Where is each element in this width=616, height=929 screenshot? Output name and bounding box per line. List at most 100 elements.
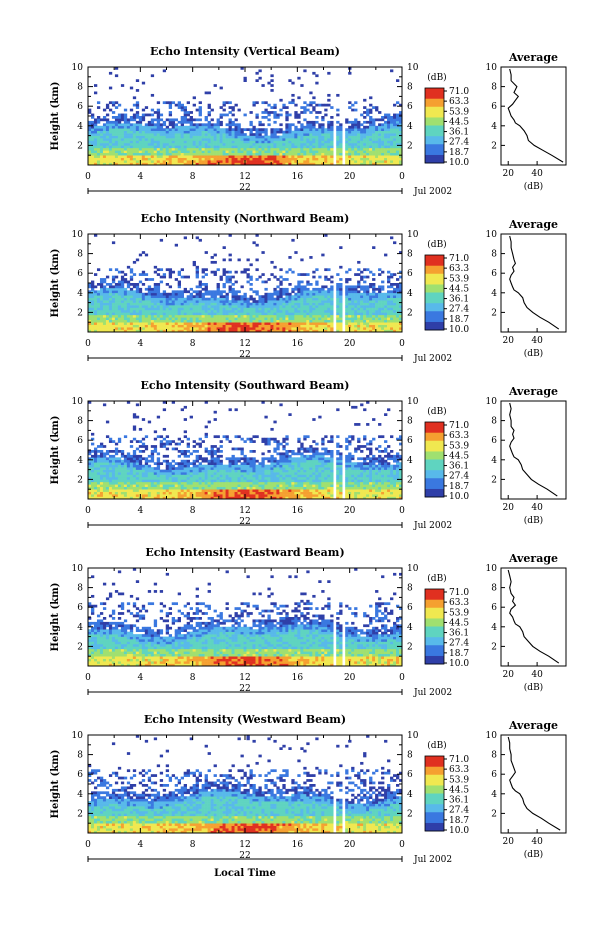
heatmap-cell (375, 305, 379, 308)
heatmap-cell (88, 305, 92, 308)
heatmap-cell (351, 329, 355, 333)
heatmap-cell (123, 125, 128, 129)
heatmap-cell (102, 322, 107, 325)
heatmap-cell (294, 322, 298, 325)
heatmap-cell (399, 118, 403, 122)
heatmap-cell (108, 152, 113, 156)
heatmap-cell (363, 157, 367, 161)
heatmap-cell (174, 317, 179, 321)
heatmap-cell (384, 140, 388, 144)
heatmap-cell (345, 280, 349, 284)
heatmap-cell (261, 138, 265, 141)
heatmap-cell (288, 312, 292, 316)
heatmap-cell (105, 140, 110, 144)
heatmap-cell (273, 162, 277, 166)
heatmap-cell (108, 329, 113, 333)
heatmap-cell (387, 128, 391, 131)
heatmap-cell (294, 145, 298, 149)
heatmap-cell (114, 292, 119, 296)
heatmap-cell (159, 484, 164, 488)
heatmap-cell (285, 287, 289, 291)
heatmap-cell (111, 290, 116, 294)
heatmap-cell (336, 305, 340, 308)
heatmap-cell (390, 297, 394, 301)
heatmap-cell (384, 309, 388, 313)
heatmap-cell (390, 152, 394, 156)
heatmap-cell (192, 125, 196, 129)
heatmap-cell (117, 113, 122, 117)
heatmap-cell (393, 145, 397, 149)
heatmap-cell (252, 319, 256, 323)
heatmap-cell (396, 113, 400, 117)
heatmap-cell (159, 297, 164, 301)
heatmap-cell (330, 152, 334, 156)
heatmap-cell (315, 142, 319, 146)
heatmap-cell (372, 133, 376, 136)
heatmap-cell (231, 314, 235, 318)
heatmap-cell (261, 273, 265, 276)
heatmap-cell (159, 300, 164, 303)
heatmap-cell (282, 322, 286, 325)
heatmap-cell (168, 462, 173, 465)
heatmap-cell (105, 314, 110, 318)
profile-x-tick-label: 20 (502, 336, 514, 346)
heatmap-cell (132, 327, 137, 330)
heatmap-cell (135, 489, 140, 492)
heatmap-cell (399, 111, 403, 114)
colorbar-swatch (425, 154, 444, 159)
heatmap-cell (168, 295, 173, 298)
heatmap-cell (162, 489, 167, 492)
heatmap-cell (204, 312, 208, 316)
heatmap-cell (135, 327, 140, 330)
heatmap-cell (162, 152, 167, 156)
heatmap-cell (315, 133, 319, 136)
heatmap-cell (120, 494, 125, 497)
heatmap-cell (366, 133, 370, 136)
heatmap-cell (88, 484, 92, 488)
heatmap-cell (306, 133, 310, 136)
colorbar-swatch (425, 271, 444, 275)
heatmap-cell (126, 319, 131, 323)
heatmap-cell (162, 324, 167, 328)
heatmap-cell (213, 292, 217, 296)
heatmap-cell (384, 113, 388, 117)
heatmap-cell (198, 309, 202, 313)
heatmap-cell (288, 162, 292, 166)
heatmap-cell (381, 312, 385, 316)
heatmap-cell (375, 287, 379, 291)
heatmap-cell (330, 106, 334, 109)
heatmap-cell (393, 120, 397, 124)
heatmap-cell (300, 287, 304, 291)
heatmap-cell (255, 113, 259, 117)
heatmap-cell (399, 113, 403, 117)
heatmap-cell (135, 295, 140, 298)
heatmap-cell (189, 120, 193, 124)
heatmap-cell (159, 133, 164, 136)
heatmap-cell (216, 162, 220, 166)
heatmap-cell (201, 295, 205, 298)
heatmap-cell (141, 307, 146, 311)
heatmap-cell (279, 287, 283, 291)
heatmap-cell (177, 319, 181, 323)
heatmap-cell (135, 469, 140, 473)
heatmap-cell (174, 312, 179, 316)
heatmap-cell (174, 305, 179, 308)
heatmap-cell (201, 133, 205, 136)
heatmap-cell (186, 300, 190, 303)
heatmap-cell (216, 123, 220, 127)
heatmap-cell (291, 155, 295, 158)
heatmap-cell (282, 135, 286, 139)
heatmap-cell (372, 130, 376, 134)
heatmap-cell (249, 123, 253, 127)
heatmap-cell (279, 157, 283, 161)
heatmap-cell (387, 302, 391, 306)
heatmap-cell (162, 317, 167, 321)
heatmap-cell (150, 452, 155, 456)
heatmap-cell (88, 464, 92, 468)
heatmap-cell (360, 113, 364, 117)
heatmap-cell (153, 297, 158, 301)
heatmap-cell (351, 103, 355, 107)
heatmap-cell (159, 317, 164, 321)
heatmap-cell (372, 120, 376, 124)
heatmap-cell (210, 307, 214, 311)
